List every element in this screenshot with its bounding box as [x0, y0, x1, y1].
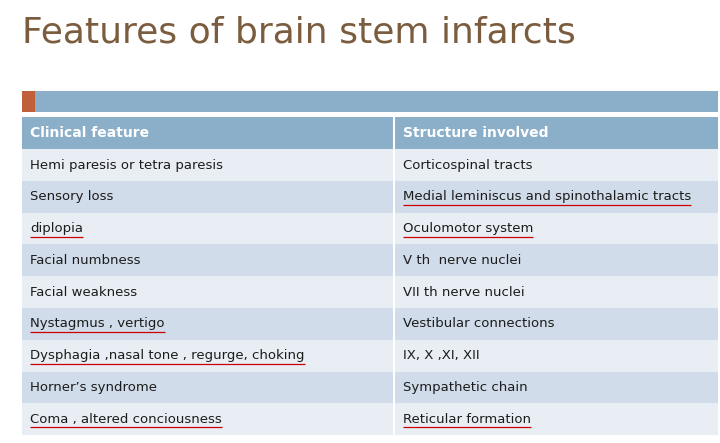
Text: Facial numbness: Facial numbness	[30, 254, 140, 267]
Bar	[22, 117, 718, 149]
Bar	[22, 340, 718, 372]
Text: Horner’s syndrome: Horner’s syndrome	[30, 381, 157, 394]
Text: Nystagmus , vertigo: Nystagmus , vertigo	[30, 317, 165, 330]
Text: IX, X ,XI, XII: IX, X ,XI, XII	[402, 349, 480, 362]
Bar	[22, 276, 718, 308]
Bar	[22, 308, 718, 340]
Text: Medial leminiscus and spinothalamic tracts: Medial leminiscus and spinothalamic trac…	[402, 190, 691, 203]
Text: V th  nerve nuclei: V th nerve nuclei	[402, 254, 521, 267]
Text: Corticospinal tracts: Corticospinal tracts	[402, 159, 532, 171]
Text: Features of brain stem infarcts: Features of brain stem infarcts	[22, 16, 575, 50]
Text: Clinical feature: Clinical feature	[30, 126, 149, 140]
Bar	[22, 213, 718, 245]
Text: Oculomotor system: Oculomotor system	[402, 222, 533, 235]
Text: Hemi paresis or tetra paresis: Hemi paresis or tetra paresis	[30, 159, 223, 171]
Text: Dysphagia ,nasal tone , regurge, choking: Dysphagia ,nasal tone , regurge, choking	[30, 349, 305, 362]
Text: Facial weakness: Facial weakness	[30, 286, 138, 299]
Bar	[22, 245, 718, 276]
Bar	[22, 91, 718, 112]
Bar	[22, 91, 35, 112]
Text: diplopia: diplopia	[30, 222, 84, 235]
Text: Coma , altered conciousness: Coma , altered conciousness	[30, 413, 222, 426]
Bar	[22, 149, 718, 181]
Text: Reticular formation: Reticular formation	[402, 413, 531, 426]
Text: Vestibular connections: Vestibular connections	[402, 317, 554, 330]
Bar	[22, 403, 718, 435]
Text: Structure involved: Structure involved	[402, 126, 548, 140]
Bar	[22, 181, 718, 213]
Text: Sensory loss: Sensory loss	[30, 190, 114, 203]
Bar	[22, 372, 718, 403]
Text: VII th nerve nuclei: VII th nerve nuclei	[402, 286, 524, 299]
Text: Sympathetic chain: Sympathetic chain	[402, 381, 527, 394]
